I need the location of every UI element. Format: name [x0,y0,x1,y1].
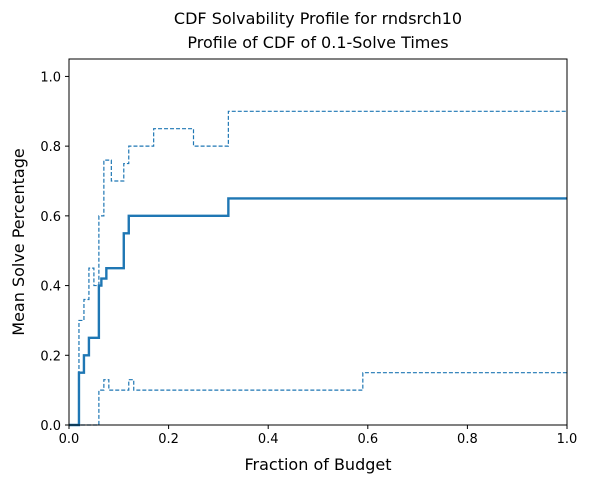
chart-subtitle: Profile of CDF of 0.1-Solve Times [187,33,448,52]
chart-title: CDF Solvability Profile for rndsrch10 [174,9,462,28]
x-tick-label: 0.4 [258,432,279,447]
x-tick-label: 1.0 [557,432,578,447]
x-tick-label: 0.6 [357,432,378,447]
y-tick-label: 1.0 [40,70,61,85]
y-tick-label: 0.2 [40,349,61,364]
y-tick-label: 0.0 [40,419,61,434]
series-layer [69,111,567,425]
x-tick-label: 0.2 [158,432,179,447]
x-tick-label: 0.8 [457,432,478,447]
bound-cdf-line-1 [69,111,567,425]
mean-cdf-line-0 [69,198,567,425]
plot-frame [69,59,567,425]
bound-cdf-line-2 [69,373,567,425]
x-tick-label: 0.0 [59,432,80,447]
y-tick-label: 0.4 [40,280,61,295]
y-axis-label: Mean Solve Percentage [9,148,28,335]
ticks-layer: 0.0 0.2 0.4 0.6 0.8 1.0 0.0 0.2 0.4 0.6 0.8 1.0 [40,70,577,447]
y-tick-label: 0.6 [40,210,61,225]
y-tick-label: 0.8 [40,140,61,155]
x-axis-label: Fraction of Budget [244,455,391,474]
